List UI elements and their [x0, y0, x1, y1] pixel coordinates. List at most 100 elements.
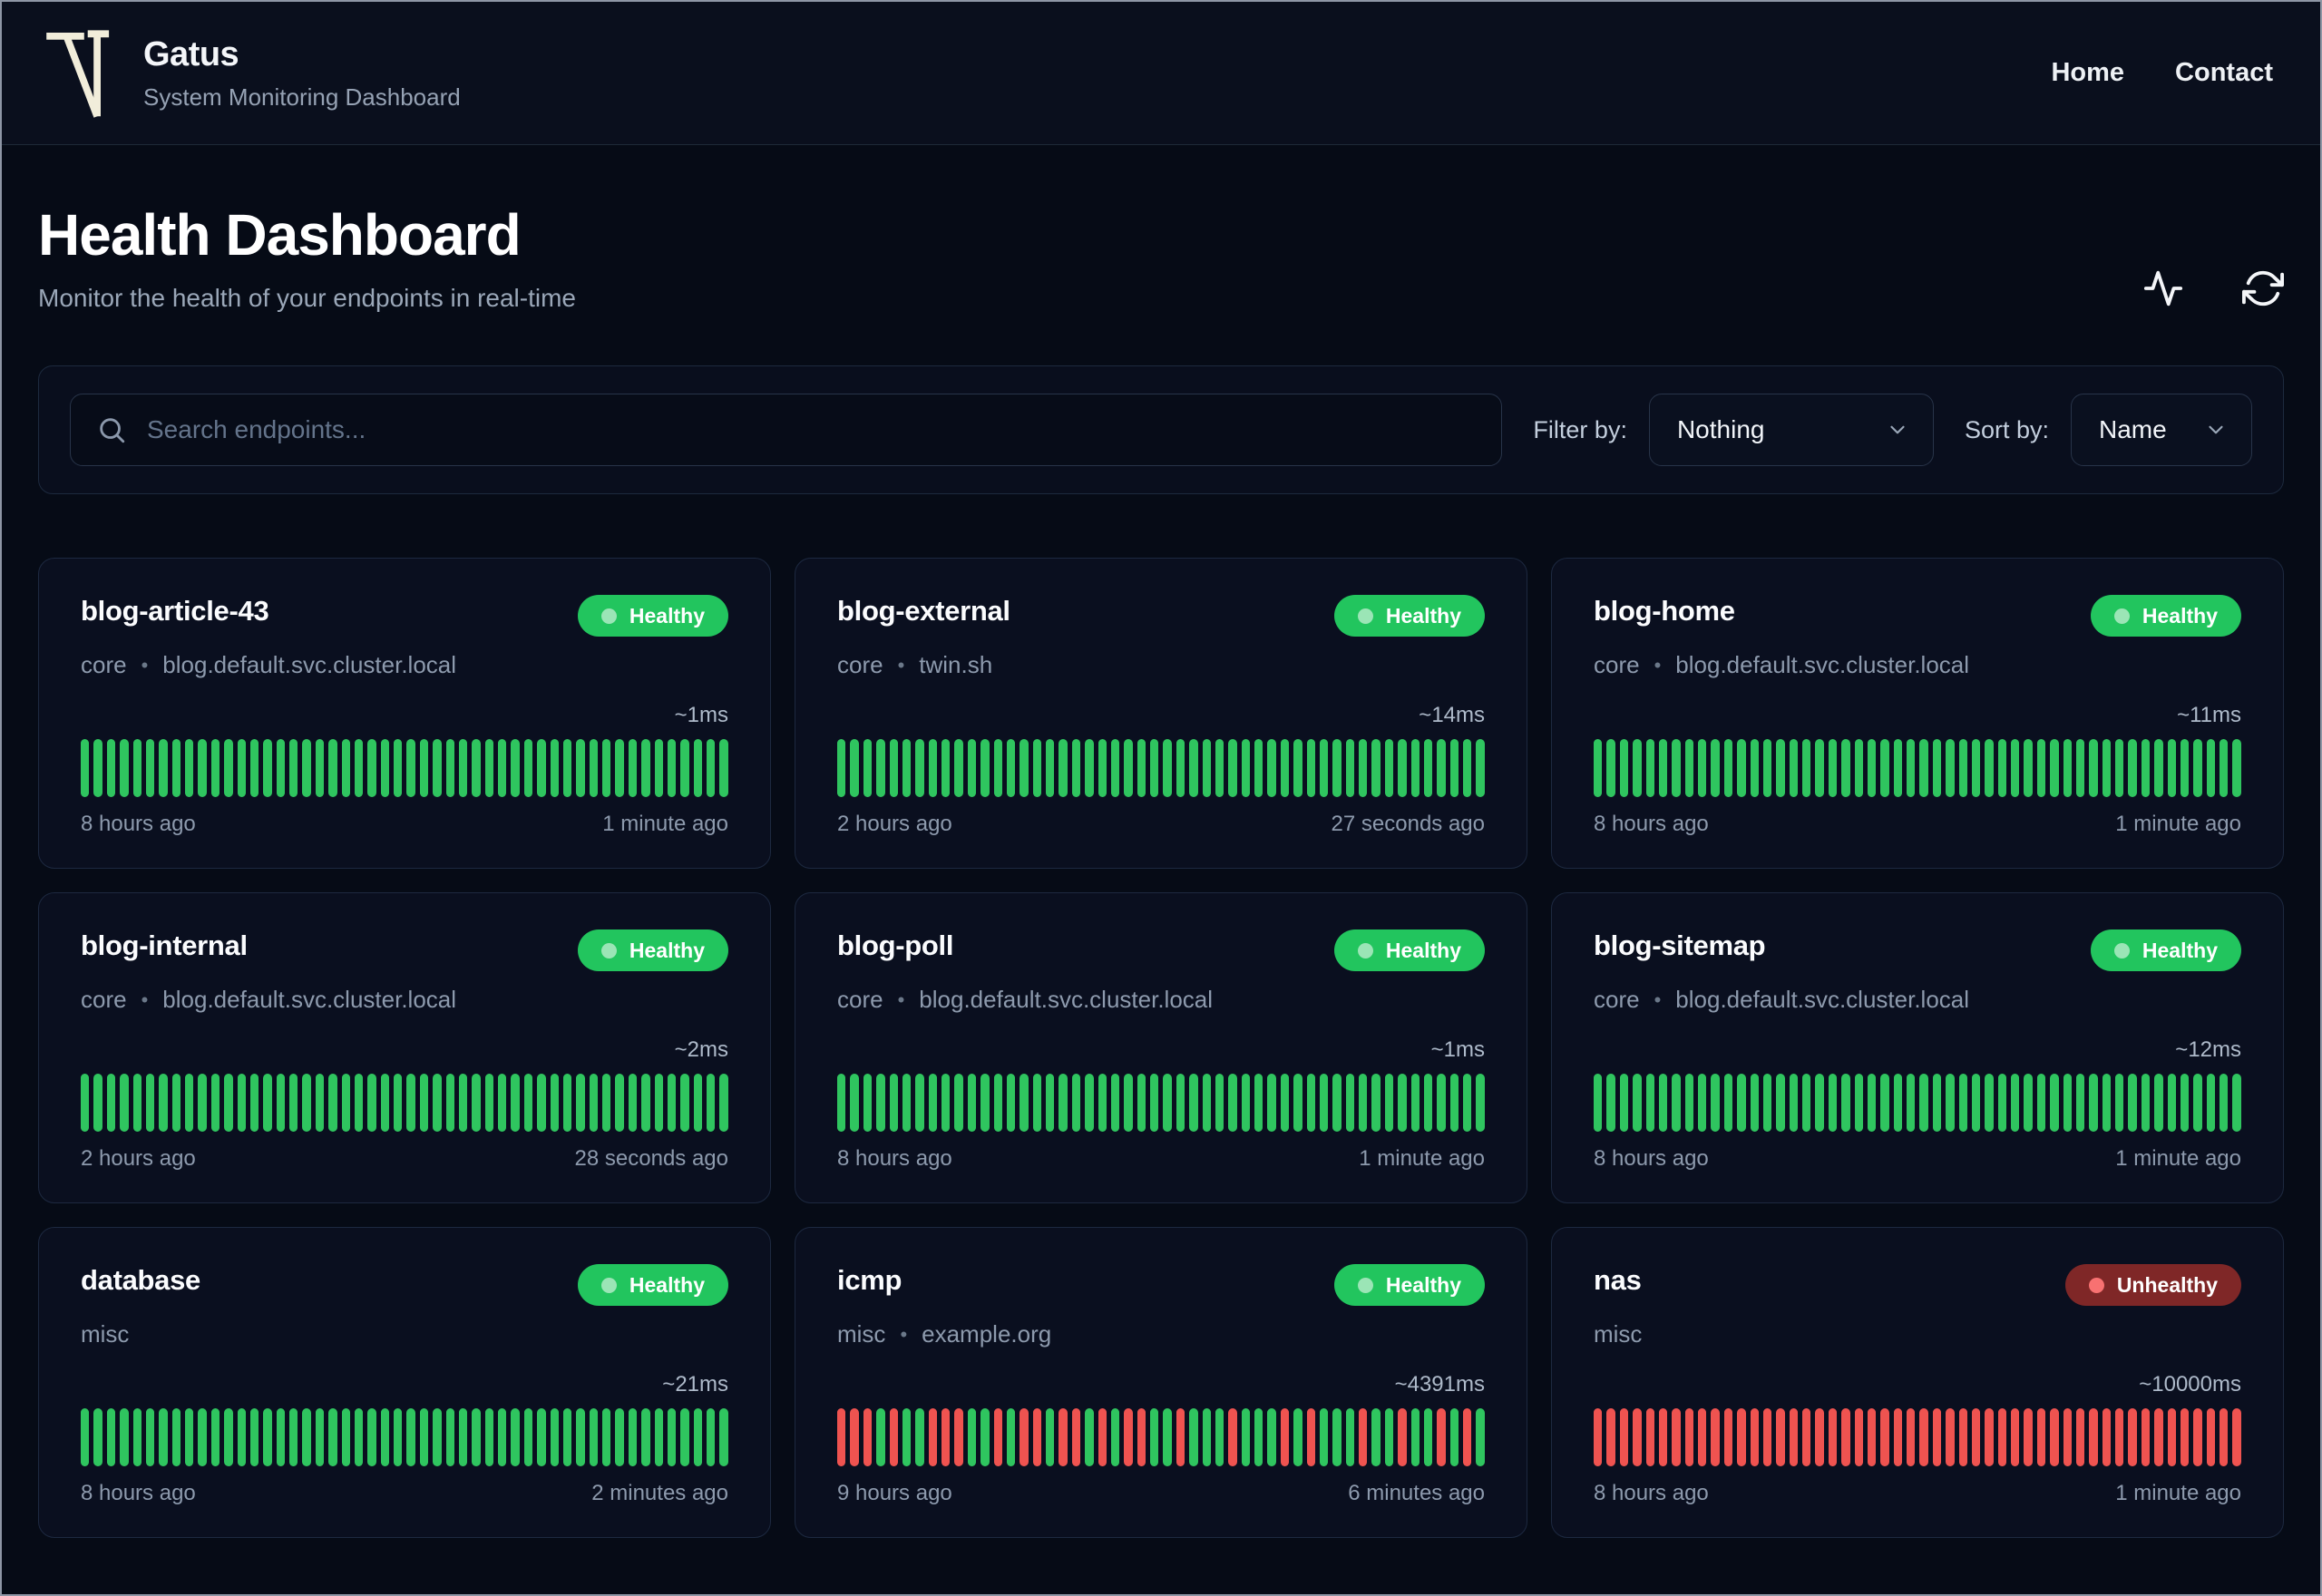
uptime-bar-up[interactable]	[1476, 1408, 1485, 1467]
uptime-bar-up[interactable]	[1698, 739, 1707, 798]
uptime-bar-up[interactable]	[628, 739, 638, 798]
uptime-bar-up[interactable]	[954, 1074, 963, 1133]
uptime-bar-up[interactable]	[889, 739, 898, 798]
uptime-bar-up[interactable]	[589, 739, 598, 798]
uptime-bar-up[interactable]	[185, 1074, 194, 1133]
uptime-bar-down[interactable]	[2089, 1408, 2098, 1467]
nav-link-home[interactable]: Home	[2051, 58, 2125, 87]
uptime-bar-up[interactable]	[237, 739, 246, 798]
uptime-bar-down[interactable]	[1946, 1408, 1955, 1467]
uptime-bar-up[interactable]	[341, 1408, 350, 1467]
uptime-bar-up[interactable]	[1254, 1074, 1263, 1133]
uptime-bar-up[interactable]	[1267, 739, 1276, 798]
uptime-bar-up[interactable]	[1985, 739, 1994, 798]
uptime-bar-up[interactable]	[1046, 739, 1055, 798]
uptime-bar-up[interactable]	[2063, 739, 2072, 798]
uptime-bar-up[interactable]	[602, 739, 611, 798]
uptime-bar-up[interactable]	[550, 1074, 559, 1133]
uptime-bar-up[interactable]	[602, 1074, 611, 1133]
uptime-bar-up[interactable]	[210, 1408, 220, 1467]
uptime-bar-up[interactable]	[1071, 1074, 1081, 1133]
uptime-bar-up[interactable]	[876, 1074, 885, 1133]
uptime-bar-down[interactable]	[1698, 1408, 1707, 1467]
uptime-bar-down[interactable]	[2075, 1408, 2085, 1467]
uptime-bar-up[interactable]	[667, 1408, 677, 1467]
uptime-bar-up[interactable]	[2011, 739, 2020, 798]
uptime-bar-up[interactable]	[1319, 1408, 1329, 1467]
uptime-bar-up[interactable]	[1594, 1074, 1603, 1133]
uptime-bar-up[interactable]	[1189, 739, 1198, 798]
uptime-bar-up[interactable]	[2102, 739, 2111, 798]
uptime-bar-up[interactable]	[1893, 1074, 1902, 1133]
uptime-bar-down[interactable]	[1645, 1408, 1654, 1467]
uptime-bar-up[interactable]	[1032, 739, 1041, 798]
uptime-bar-up[interactable]	[1802, 739, 1811, 798]
uptime-bar-up[interactable]	[237, 1408, 246, 1467]
uptime-bar-up[interactable]	[1371, 739, 1381, 798]
uptime-bar-up[interactable]	[1437, 739, 1446, 798]
uptime-bar-up[interactable]	[1815, 1074, 1824, 1133]
uptime-bar-up[interactable]	[159, 1074, 168, 1133]
uptime-bar-up[interactable]	[1006, 739, 1016, 798]
uptime-bar-up[interactable]	[249, 1408, 259, 1467]
uptime-bar-up[interactable]	[1384, 1408, 1394, 1467]
uptime-bar-up[interactable]	[2102, 1074, 2111, 1133]
uptime-bar-down[interactable]	[1919, 1408, 1928, 1467]
uptime-bar-up[interactable]	[915, 1408, 924, 1467]
uptime-bar-up[interactable]	[354, 1408, 364, 1467]
uptime-bar-up[interactable]	[472, 1408, 481, 1467]
uptime-bar-up[interactable]	[1633, 739, 1642, 798]
uptime-bar-strip[interactable]	[81, 1074, 728, 1133]
uptime-bar-up[interactable]	[1606, 1074, 1615, 1133]
uptime-bar-down[interactable]	[837, 1408, 846, 1467]
uptime-bar-up[interactable]	[902, 1074, 912, 1133]
uptime-bar-up[interactable]	[81, 1074, 90, 1133]
uptime-bar-up[interactable]	[1020, 1074, 1029, 1133]
uptime-bar-up[interactable]	[576, 739, 585, 798]
uptime-bar-down[interactable]	[1606, 1408, 1615, 1467]
uptime-bar-up[interactable]	[602, 1408, 611, 1467]
uptime-bar-up[interactable]	[1645, 739, 1654, 798]
uptime-bar-up[interactable]	[1776, 1074, 1785, 1133]
uptime-bar-up[interactable]	[1137, 1074, 1146, 1133]
uptime-bar-up[interactable]	[237, 1074, 246, 1133]
uptime-bar-up[interactable]	[667, 739, 677, 798]
uptime-bar-up[interactable]	[249, 1074, 259, 1133]
uptime-bar-up[interactable]	[1384, 1074, 1394, 1133]
uptime-bar-up[interactable]	[445, 1408, 454, 1467]
endpoint-card[interactable]: blog-home Healthy core • blog.default.sv…	[1551, 558, 2284, 870]
uptime-bar-up[interactable]	[1672, 1074, 1681, 1133]
uptime-bar-up[interactable]	[1228, 739, 1237, 798]
uptime-bar-up[interactable]	[354, 1074, 364, 1133]
uptime-bar-up[interactable]	[654, 739, 663, 798]
uptime-bar-down[interactable]	[1958, 1408, 1967, 1467]
uptime-bar-up[interactable]	[537, 739, 546, 798]
uptime-bar-down[interactable]	[1815, 1408, 1824, 1467]
uptime-bar-up[interactable]	[2206, 739, 2215, 798]
uptime-bar-up[interactable]	[1423, 739, 1433, 798]
uptime-bar-up[interactable]	[2036, 739, 2046, 798]
uptime-bar-up[interactable]	[1280, 739, 1290, 798]
uptime-bar-up[interactable]	[550, 1408, 559, 1467]
uptime-bar-up[interactable]	[2024, 739, 2033, 798]
uptime-bar-down[interactable]	[1672, 1408, 1681, 1467]
uptime-bar-up[interactable]	[224, 1408, 233, 1467]
uptime-bar-up[interactable]	[1332, 1408, 1341, 1467]
uptime-bar-up[interactable]	[1163, 739, 1172, 798]
uptime-bar-up[interactable]	[562, 1408, 572, 1467]
uptime-bar-up[interactable]	[1776, 739, 1785, 798]
uptime-bar-down[interactable]	[941, 1408, 951, 1467]
uptime-bar-up[interactable]	[1645, 1074, 1654, 1133]
uptime-bar-up[interactable]	[1958, 739, 1967, 798]
uptime-bar-down[interactable]	[1658, 1408, 1668, 1467]
uptime-bar-up[interactable]	[1711, 1074, 1720, 1133]
uptime-bar-down[interactable]	[1893, 1408, 1902, 1467]
uptime-bar-up[interactable]	[224, 739, 233, 798]
uptime-bar-up[interactable]	[981, 1074, 990, 1133]
uptime-bar-up[interactable]	[1463, 739, 1472, 798]
uptime-bar-up[interactable]	[1398, 739, 1407, 798]
uptime-bar-up[interactable]	[1189, 1074, 1198, 1133]
uptime-bar-up[interactable]	[1176, 739, 1185, 798]
uptime-bar-up[interactable]	[589, 1074, 598, 1133]
uptime-bar-down[interactable]	[1032, 1408, 1041, 1467]
